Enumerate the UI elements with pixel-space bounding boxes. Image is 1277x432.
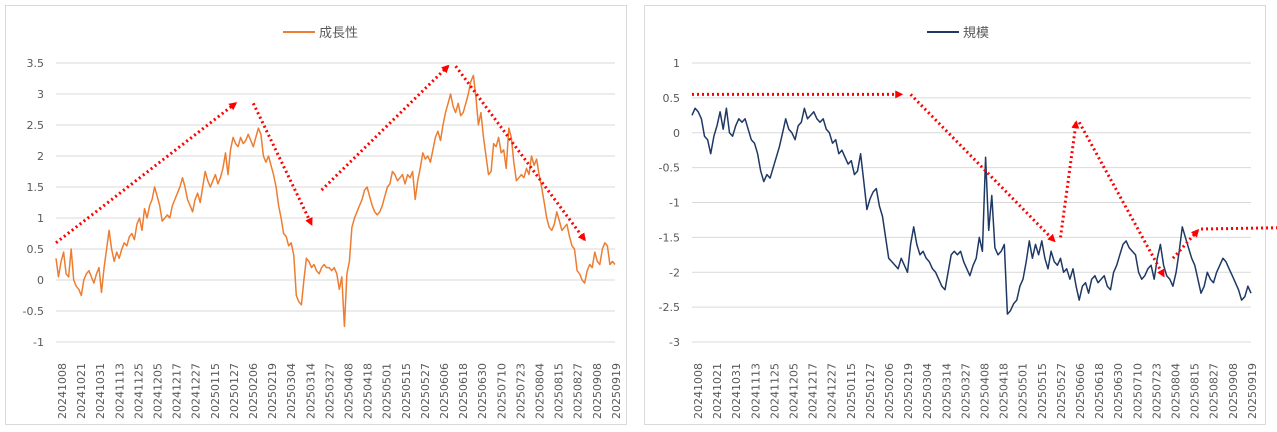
growth-x-tick-label: 20250527 — [419, 363, 432, 419]
growth-chart: -1 -0.5 0 0.5 1 1.5 2 2.5 3 3.5 20241008 20241021 20… — [5, 5, 627, 425]
scale-x-tick-label: 20250408 — [979, 363, 992, 419]
growth-chart-svg: -1 -0.5 0 0.5 1 1.5 2 2.5 3 3.5 20241008 20241021 20… — [23, 26, 623, 419]
growth-x-tick-label: 20241217 — [171, 363, 184, 419]
growth-y-tick-label: 2 — [37, 150, 44, 163]
scale-x-tick-label: 20250314 — [940, 363, 953, 419]
growth-y-tick-label: -0.5 — [23, 305, 44, 318]
growth-legend-label: 成長性 — [319, 26, 358, 41]
growth-x-tick-label: 20250219 — [266, 363, 279, 419]
scale-x-tick-label: 20250908 — [1227, 363, 1240, 419]
scale-x-tick-label: 20250618 — [1093, 363, 1106, 419]
growth-x-tick-label: 20250815 — [553, 363, 566, 419]
scale-chart: -3 -2.5 -2 -1.5 -1 -0.5 0 0.5 1 20241008 20241021 2… — [644, 5, 1277, 425]
growth-x-tick-label: 20250827 — [572, 363, 585, 419]
growth-x-tick-label: 20250327 — [323, 363, 336, 419]
scale-x-tick-label: 20250710 — [1131, 363, 1144, 419]
growth-y-tick-label: 1 — [37, 212, 44, 225]
scale-trend-arrow — [1059, 120, 1080, 238]
growth-x-tick-label: 20250127 — [228, 363, 241, 419]
scale-x-tick-label: 20250115 — [845, 363, 858, 419]
scale-y-tick-label: 0.5 — [663, 92, 681, 105]
scale-x-tick-label: 20250723 — [1150, 363, 1163, 419]
scale-y-tick-label: -1.5 — [659, 231, 680, 244]
scale-x-tick-label: 20250827 — [1208, 363, 1221, 419]
growth-x-tick-label: 20241113 — [113, 363, 126, 419]
growth-y-tick-label: 2.5 — [27, 119, 45, 132]
growth-x-tick-label: 20250408 — [343, 363, 356, 419]
growth-trend-arrow — [55, 102, 238, 244]
scale-x-tick-label: 20241031 — [730, 363, 743, 419]
scale-x-tick-label: 20250630 — [1112, 363, 1125, 419]
scale-y-tick-label: 1 — [673, 57, 680, 70]
scale-x-tick-label: 20250606 — [1074, 363, 1087, 419]
growth-y-tick-label: 3.5 — [27, 57, 45, 70]
scale-x-tick-label: 20241125 — [768, 363, 781, 419]
scale-x-tick-label: 20250501 — [1017, 363, 1030, 419]
growth-x-tick-label: 20241031 — [94, 363, 107, 419]
scale-legend-label: 規模 — [963, 26, 989, 41]
growth-x-tick-label: 20241021 — [75, 363, 88, 419]
growth-x-tick-label: 20250710 — [495, 363, 508, 419]
scale-y-tick-label: -2 — [669, 266, 680, 279]
growth-x-tick-label: 20250314 — [304, 363, 317, 419]
growth-series-line — [55, 74, 616, 328]
growth-x-tick-label: 20241008 — [56, 363, 69, 419]
growth-x-tick-label: 20250919 — [610, 363, 623, 419]
scale-chart-svg: -3 -2.5 -2 -1.5 -1 -0.5 0 0.5 1 20241008 20241021 2… — [659, 26, 1277, 419]
scale-y-tick-label: -2.5 — [659, 301, 680, 314]
scale-x-tick-label: 20241227 — [826, 363, 839, 419]
growth-x-tick-label: 20241205 — [152, 363, 165, 419]
scale-x-tick-label: 20250815 — [1189, 363, 1202, 419]
scale-x-tick-label: 20250527 — [1055, 363, 1068, 419]
growth-x-tick-label: 20250606 — [438, 363, 451, 419]
scale-trend-arrow — [1077, 121, 1165, 278]
growth-x-tick-label: 20250418 — [362, 363, 375, 419]
scale-y-tick-label: -0.5 — [659, 162, 680, 175]
growth-trend-arrow — [320, 64, 450, 192]
growth-trend-arrow — [251, 102, 313, 227]
scale-x-tick-label: 20241021 — [711, 363, 724, 419]
growth-x-tick-label: 20250804 — [534, 363, 547, 419]
growth-x-tick-label: 20250304 — [285, 363, 298, 419]
growth-y-tick-label: -1 — [33, 336, 44, 349]
scale-series-line — [691, 107, 1252, 315]
growth-y-tick-label: 3 — [37, 88, 44, 101]
growth-x-tick-label: 20250908 — [591, 363, 604, 419]
scale-y-tick-label: -1 — [669, 197, 680, 210]
growth-x-tick-label: 20250501 — [381, 363, 394, 419]
growth-y-tick-label: 1.5 — [27, 181, 45, 194]
growth-x-tick-label: 20250115 — [209, 363, 222, 419]
scale-trend-arrow — [1201, 226, 1277, 231]
scale-x-tick-label: 20250515 — [1036, 363, 1049, 419]
growth-x-tick-label: 20250723 — [514, 363, 527, 419]
growth-y-tick-label: 0.5 — [27, 243, 45, 256]
growth-trend-arrow — [454, 65, 586, 242]
growth-x-tick-label: 20250630 — [476, 363, 489, 419]
growth-x-tick-label: 20241125 — [132, 363, 145, 419]
scale-x-tick-label: 20241205 — [788, 363, 801, 419]
scale-trend-arrow — [1171, 228, 1200, 260]
scale-y-tick-label: -3 — [669, 336, 680, 349]
scale-x-tick-label: 20250206 — [883, 363, 896, 419]
scale-trend-arrow — [909, 93, 1056, 243]
scale-x-tick-label: 20241217 — [807, 363, 820, 419]
scale-x-tick-label: 20250304 — [921, 363, 934, 419]
scale-x-tick-label: 20241113 — [749, 363, 762, 419]
scale-y-tick-label: 0 — [673, 127, 680, 140]
scale-x-tick-label: 20250219 — [902, 363, 915, 419]
scale-x-tick-label: 20250327 — [959, 363, 972, 419]
scale-x-tick-label: 20250127 — [864, 363, 877, 419]
growth-y-tick-label: 0 — [37, 274, 44, 287]
scale-x-tick-label: 20241008 — [692, 363, 705, 419]
growth-x-tick-label: 20250618 — [457, 363, 470, 419]
growth-x-tick-label: 20250515 — [400, 363, 413, 419]
scale-x-tick-label: 20250418 — [998, 363, 1011, 419]
growth-x-tick-label: 20241227 — [190, 363, 203, 419]
scale-x-tick-label: 20250804 — [1170, 363, 1183, 419]
scale-x-tick-label: 20250919 — [1246, 363, 1259, 419]
growth-x-tick-label: 20250206 — [247, 363, 260, 419]
